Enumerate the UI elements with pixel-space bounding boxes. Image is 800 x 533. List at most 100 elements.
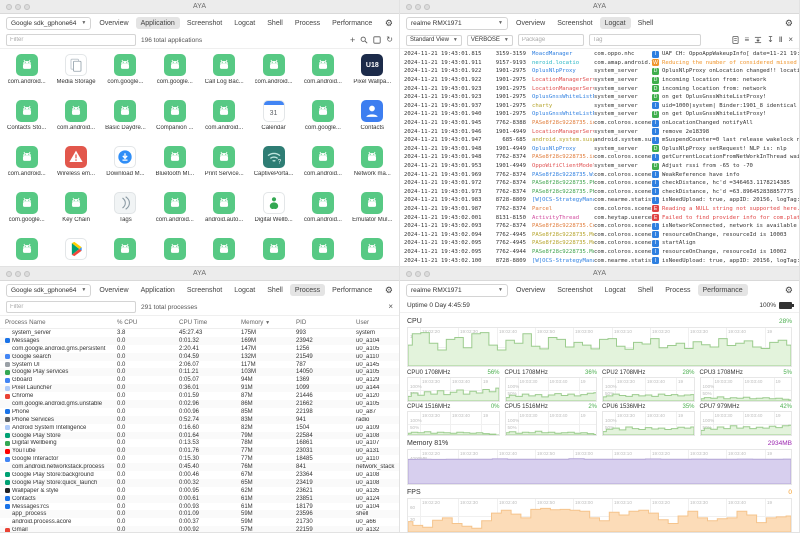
tab[interactable]: Webview [379,17,382,29]
tab[interactable]: Application [140,286,175,294]
tab[interactable]: Screenshot [557,286,593,294]
app-tile[interactable]: Contacts Sto... [2,100,51,146]
maximize-window-icon[interactable] [24,3,30,10]
process-row[interactable]: system_server 3.8 45:27.43 175M 993 syst… [0,329,399,337]
tab[interactable]: Shell [637,286,654,294]
tab[interactable]: Logcat [234,19,256,27]
log-level-select[interactable]: VERBOSE ▼ [466,34,513,46]
filter-input[interactable] [6,301,136,313]
tab[interactable]: Logcat [599,17,631,29]
log-row[interactable]: 2024-11-21 19:43:01.922 1901-2975 OplusN… [400,67,799,76]
log-row[interactable]: 2024-11-21 19:43:01.953 1901-4949 OppoWi… [400,162,799,171]
minimize-window-icon[interactable] [415,270,421,277]
process-row[interactable]: Google Play Store:quick_launch 0.0 0:00.… [0,478,399,487]
app-tile[interactable] [150,238,199,266]
app-tile[interactable] [298,238,347,266]
app-tile[interactable]: com.android... [2,146,51,192]
log-row[interactable]: 2024-11-21 19:43:02.100 8728-8809 [W]OCS… [400,256,799,265]
tab[interactable]: Overview [516,19,546,27]
log-row[interactable]: 2024-11-21 19:43:02.095 7762-4944 PASe8f… [400,248,799,257]
tab[interactable]: Process [665,286,691,294]
process-row[interactable]: Pixel Launcher 0.0 0:36.01 91M 1099 u0_a… [0,384,399,393]
tab[interactable]: Application [135,17,180,29]
device-select[interactable]: realme RMX1971 ▼ [406,16,508,30]
app-tile[interactable]: ? CaptivePorta... [249,146,298,192]
process-row[interactable]: com.android.networkstack.process 0.0 0:4… [0,463,399,472]
app-tile[interactable]: Companion ... [150,100,199,146]
minimize-window-icon[interactable] [15,270,21,277]
app-tile[interactable]: Digital Wellb... [249,192,298,238]
download-icon[interactable]: ↧ [767,35,774,44]
tab[interactable]: Webview [379,284,382,296]
settings-gear-icon[interactable]: ⚙ [384,17,393,28]
export-log-icon[interactable] [732,36,739,44]
app-tile[interactable] [101,238,150,266]
app-tile[interactable]: android.auto... [200,192,249,238]
log-row[interactable]: 2024-11-21 19:43:01.911 9157-9193 neroid… [400,59,799,68]
process-row[interactable]: Google Play Store 0.0 0:01.64 79M 22584 … [0,431,399,440]
app-tile[interactable]: U18 Pixel Wallpa... [348,54,397,100]
clear-log-icon[interactable]: × [788,35,793,44]
process-row[interactable]: Google search 0.0 0:04.59 132M 21549 u0_… [0,352,399,361]
tab[interactable]: Process [289,284,326,296]
tab[interactable]: Overview [99,19,129,27]
column-header-pid[interactable]: PID [296,318,307,326]
app-tile[interactable]: Call Log Bac... [200,54,249,100]
app-tile[interactable]: Key Chain [51,192,100,238]
select-mode-icon[interactable] [373,36,381,44]
app-tile[interactable]: com.android... [200,100,249,146]
process-row[interactable]: Phone Services 0.0 0:52.74 83M 941 radio [0,415,399,424]
device-select[interactable]: realme RMX1971 ▼ [406,283,508,297]
app-tile[interactable] [2,238,51,266]
refresh-icon[interactable]: ↻ [386,35,393,44]
log-row[interactable]: 2024-11-21 19:43:02.095 7762-4945 PASe8f… [400,239,799,248]
process-row[interactable]: Chrome 0.0 0:01.59 87M 21446 u0_a120 [0,392,399,400]
process-row[interactable]: app_process 0.0 0:01.09 59M 23596 shell [0,510,399,519]
process-row[interactable]: Digital Wellbeing 0.0 0:13.53 78M 16861 … [0,439,399,447]
log-row[interactable]: 2024-11-21 19:43:02.093 7762-8374 PASe8f… [400,222,799,231]
process-row[interactable]: Messages:rcs 0.0 0:00.93 61M 18179 u0_a1… [0,503,399,511]
log-row[interactable]: 2024-11-21 19:43:01.923 1901-2975 Locati… [400,84,799,93]
close-window-icon[interactable] [6,270,12,277]
app-tile[interactable]: com.android... [2,54,51,100]
log-row[interactable]: 2024-11-21 19:43:01.948 7762-8374 PASe8f… [400,153,799,162]
process-row[interactable]: android.process.acore 0.0 0:00.37 59M 21… [0,518,399,526]
process-row[interactable]: Gboard 0.0 0:05.07 94M 1369 u0_a129 [0,376,399,384]
log-row[interactable]: 2024-11-21 19:43:01.946 1901-4949 Locati… [400,127,799,136]
maximize-window-icon[interactable] [424,270,430,277]
log-row[interactable]: 2024-11-21 19:43:01.923 1901-2975 OplusG… [400,93,799,102]
tag-filter-input[interactable] [588,34,701,46]
process-row[interactable]: Phone 0.0 0:00.96 85M 22198 u0_a87 [0,408,399,416]
package-filter-input[interactable] [517,34,584,46]
app-tile[interactable]: com.android... [51,100,100,146]
tab[interactable]: Shell [267,286,283,294]
log-row[interactable]: 2024-11-21 19:43:01.972 7762-8374 PASe8f… [400,179,799,188]
column-header-cputime[interactable]: CPU Time [179,318,208,326]
tab[interactable]: Shell [637,19,654,27]
tab[interactable]: Logcat [604,286,626,294]
app-tile[interactable]: com.android... [298,192,347,238]
tab[interactable]: Overview [99,286,129,294]
app-tile[interactable]: Bluetooth MI... [150,146,199,192]
log-row[interactable]: 2024-11-21 19:43:01.947 685-685 android.… [400,136,799,145]
search-icon[interactable] [360,36,368,44]
process-row[interactable]: Gmail 0.0 0:00.92 57M 22159 u0_a132 [0,526,399,532]
device-select[interactable]: Google sdk_gphone64 ▼ [6,16,92,30]
tab[interactable]: Screenshot [557,19,593,27]
tab[interactable]: Process [294,19,321,27]
column-header-name[interactable]: Process Name [5,318,46,326]
app-tile[interactable] [200,238,249,266]
process-row[interactable]: Contacts 0.0 0:00.61 61M 23851 u0_a124 [0,494,399,503]
log-row[interactable]: 2024-11-21 19:43:01.948 1901-4949 OplusN… [400,145,799,154]
log-row[interactable]: 2024-11-21 19:43:01.937 1901-2975 charty… [400,102,799,111]
window-controls[interactable] [406,3,430,10]
app-tile[interactable]: com.android... [249,54,298,100]
app-tile[interactable]: Tags [101,192,150,238]
app-tile[interactable]: Wireless em... [51,146,100,192]
app-tile[interactable]: Print Service... [200,146,249,192]
install-apk-icon[interactable]: + [350,34,356,45]
log-row[interactable]: 2024-11-21 19:43:01.969 7762-8374 PASe8f… [400,170,799,179]
close-filter-icon[interactable]: × [388,302,393,311]
app-tile[interactable]: com.android... [298,54,347,100]
app-tile[interactable]: com.google... [2,192,51,238]
